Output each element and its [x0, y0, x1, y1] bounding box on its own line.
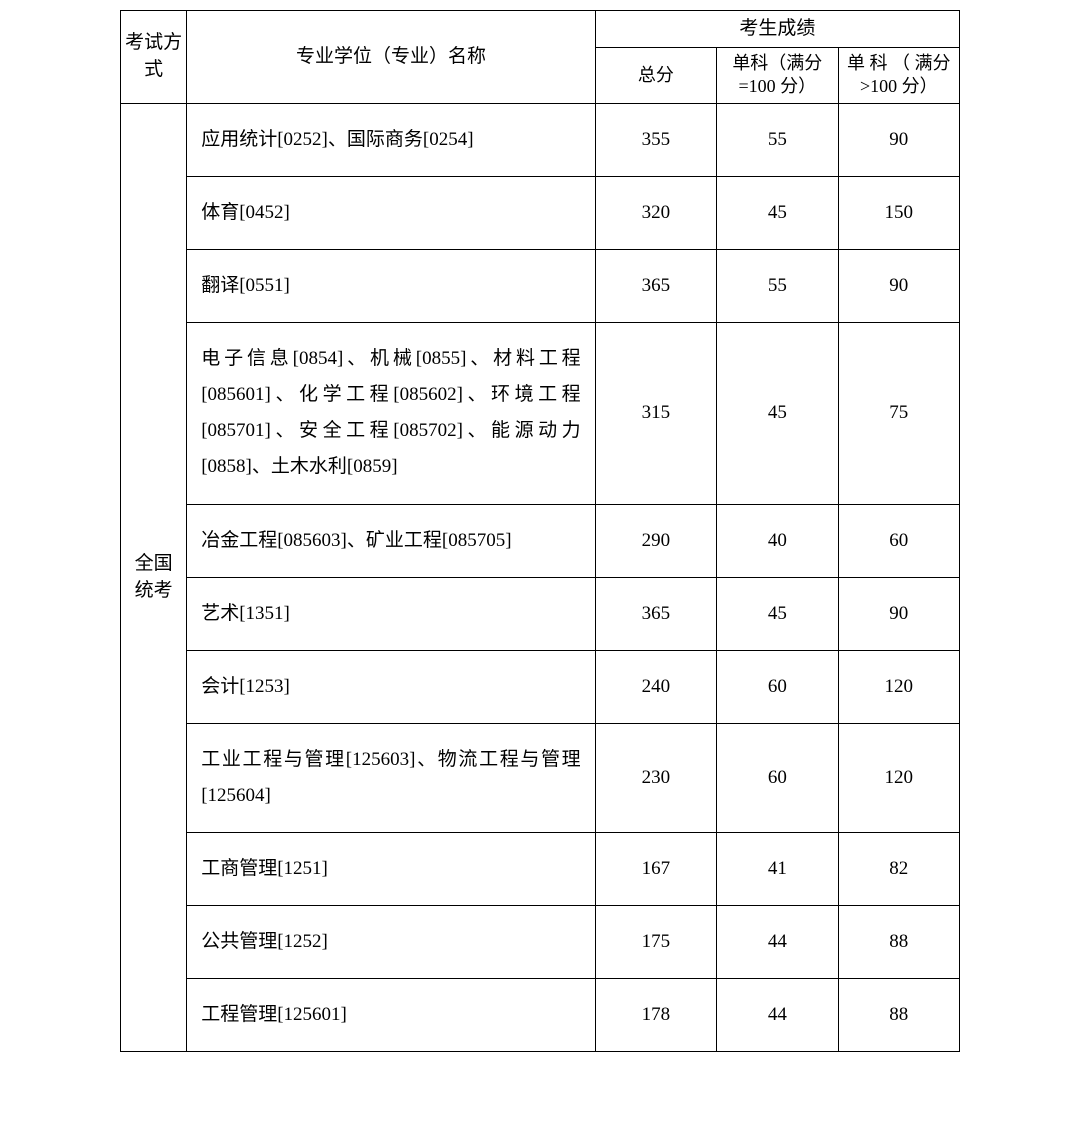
- table-header: 考试方式 专业学位（专业）名称 考生成绩 总分 单科（满分=100 分） 单 科…: [121, 11, 960, 104]
- single-100-cell: 41: [717, 833, 838, 906]
- total-cell: 230: [595, 723, 716, 832]
- major-cell: 工程管理[125601]: [187, 979, 595, 1052]
- header-total-label: 总分: [638, 65, 674, 85]
- single-100-cell: 60: [717, 723, 838, 832]
- table-row: 会计[1253]24060120: [121, 650, 960, 723]
- major-cell: 工业工程与管理[125603]、物流工程与管理[125604]: [187, 723, 595, 832]
- single-gt100-cell: 90: [838, 250, 959, 323]
- single-gt100-cell: 88: [838, 906, 959, 979]
- exam-method-value: 全国统考: [121, 551, 186, 604]
- total-cell: 175: [595, 906, 716, 979]
- single-gt100-cell: 90: [838, 103, 959, 176]
- single-100-cell: 55: [717, 103, 838, 176]
- major-cell: 体育[0452]: [187, 176, 595, 249]
- single-gt100-cell: 88: [838, 979, 959, 1052]
- single-gt100-cell: 60: [838, 504, 959, 577]
- major-cell: 会计[1253]: [187, 650, 595, 723]
- single-gt100-cell: 120: [838, 650, 959, 723]
- single-gt100-cell: 82: [838, 833, 959, 906]
- table-row: 公共管理[1252]1754488: [121, 906, 960, 979]
- single-100-cell: 40: [717, 504, 838, 577]
- single-gt100-cell: 90: [838, 577, 959, 650]
- total-cell: 365: [595, 250, 716, 323]
- total-cell: 167: [595, 833, 716, 906]
- header-major: 专业学位（专业）名称: [187, 11, 595, 104]
- major-cell: 冶金工程[085603]、矿业工程[085705]: [187, 504, 595, 577]
- table-row: 工业工程与管理[125603]、物流工程与管理[125604]23060120: [121, 723, 960, 832]
- header-total: 总分: [595, 48, 716, 104]
- single-gt100-cell: 120: [838, 723, 959, 832]
- header-exam-method: 考试方式: [121, 11, 187, 104]
- total-cell: 315: [595, 323, 716, 504]
- header-exam-method-label: 考试方式: [121, 30, 186, 83]
- single-100-cell: 44: [717, 906, 838, 979]
- major-cell: 艺术[1351]: [187, 577, 595, 650]
- header-major-label: 专业学位（专业）名称: [296, 46, 486, 67]
- table-row: 电子信息[0854]、机械[0855]、材料工程[085601]、化学工程[08…: [121, 323, 960, 504]
- score-table: 考试方式 专业学位（专业）名称 考生成绩 总分 单科（满分=100 分） 单 科…: [120, 10, 960, 1052]
- header-single-100-label: 单科（满分=100 分）: [732, 53, 822, 96]
- table-row: 工商管理[1251]1674182: [121, 833, 960, 906]
- total-cell: 178: [595, 979, 716, 1052]
- page-container: 考试方式 专业学位（专业）名称 考生成绩 总分 单科（满分=100 分） 单 科…: [0, 0, 1080, 1129]
- header-score-group-label: 考生成绩: [739, 18, 815, 39]
- table-row: 体育[0452]32045150: [121, 176, 960, 249]
- header-single-gt100-label: 单 科 （ 满分>100 分）: [847, 53, 951, 96]
- table-row: 冶金工程[085603]、矿业工程[085705]2904060: [121, 504, 960, 577]
- total-cell: 320: [595, 176, 716, 249]
- table-body: 全国统考应用统计[0252]、国际商务[0254]3555590体育[0452]…: [121, 103, 960, 1051]
- header-row-1: 考试方式 专业学位（专业）名称 考生成绩: [121, 11, 960, 48]
- major-cell: 应用统计[0252]、国际商务[0254]: [187, 103, 595, 176]
- single-100-cell: 55: [717, 250, 838, 323]
- header-single-gt100: 单 科 （ 满分>100 分）: [838, 48, 959, 104]
- single-100-cell: 45: [717, 176, 838, 249]
- table-row: 翻译[0551]3655590: [121, 250, 960, 323]
- single-gt100-cell: 150: [838, 176, 959, 249]
- major-cell: 翻译[0551]: [187, 250, 595, 323]
- header-single-100: 单科（满分=100 分）: [717, 48, 838, 104]
- single-100-cell: 44: [717, 979, 838, 1052]
- table-row: 全国统考应用统计[0252]、国际商务[0254]3555590: [121, 103, 960, 176]
- table-row: 工程管理[125601]1784488: [121, 979, 960, 1052]
- major-cell: 电子信息[0854]、机械[0855]、材料工程[085601]、化学工程[08…: [187, 323, 595, 504]
- exam-method-cell: 全国统考: [121, 103, 187, 1051]
- single-100-cell: 45: [717, 577, 838, 650]
- major-cell: 工商管理[1251]: [187, 833, 595, 906]
- single-100-cell: 60: [717, 650, 838, 723]
- total-cell: 290: [595, 504, 716, 577]
- total-cell: 240: [595, 650, 716, 723]
- single-gt100-cell: 75: [838, 323, 959, 504]
- total-cell: 365: [595, 577, 716, 650]
- header-score-group: 考生成绩: [595, 11, 959, 48]
- table-row: 艺术[1351]3654590: [121, 577, 960, 650]
- total-cell: 355: [595, 103, 716, 176]
- major-cell: 公共管理[1252]: [187, 906, 595, 979]
- single-100-cell: 45: [717, 323, 838, 504]
